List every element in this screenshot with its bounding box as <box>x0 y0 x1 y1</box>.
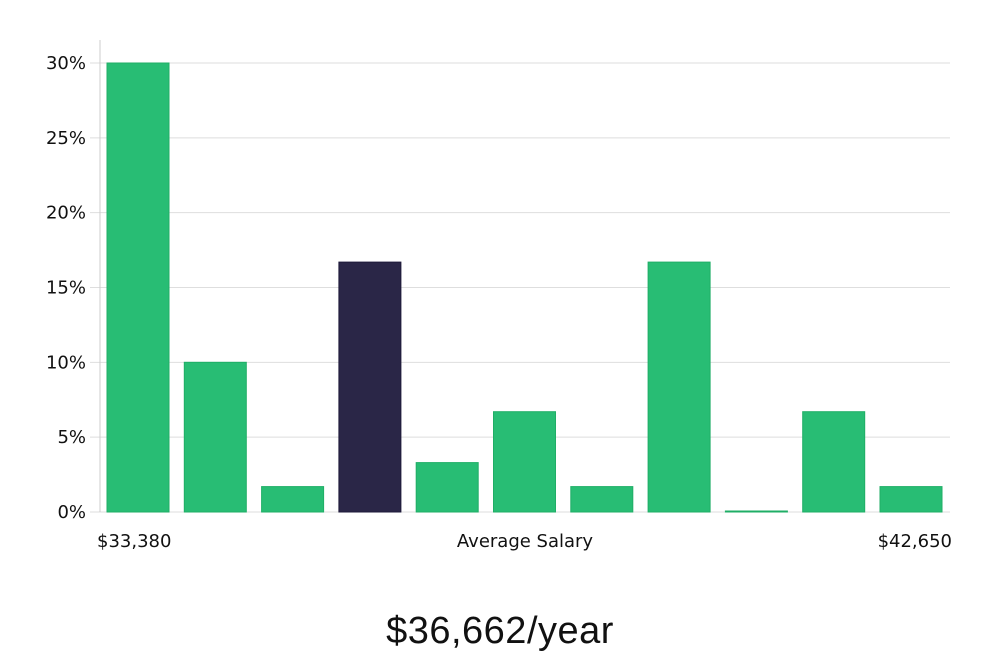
y-tick-label: 25% <box>46 128 86 149</box>
bar <box>183 361 247 513</box>
bar <box>647 261 711 513</box>
y-tick-label: 0% <box>57 502 86 523</box>
bars <box>106 62 943 513</box>
bar <box>493 411 556 513</box>
y-tick-label: 30% <box>46 53 86 74</box>
y-tick-label: 20% <box>46 203 86 224</box>
bar <box>724 510 788 513</box>
y-tick-label: 10% <box>46 352 86 373</box>
bar <box>879 486 943 513</box>
average-salary-value: $36,662/year <box>386 610 614 652</box>
bar <box>261 486 325 513</box>
x-max-label: $42,650 <box>878 531 952 552</box>
x-min-label: $33,380 <box>97 531 171 552</box>
x-axis-label: Average Salary <box>457 531 594 552</box>
bar-highlighted <box>338 261 402 513</box>
bar <box>802 411 866 513</box>
bar <box>106 62 170 513</box>
bar <box>415 462 479 513</box>
bar <box>570 486 634 513</box>
y-tick-label: 15% <box>46 278 86 299</box>
y-tick-label: 5% <box>57 427 86 448</box>
salary-histogram: 0% 5% 10% 15% 20% 25% 30% $33,380 Average Sala… <box>46 40 952 552</box>
y-tick-labels: 0% 5% 10% 15% 20% 25% 30% <box>46 53 86 523</box>
